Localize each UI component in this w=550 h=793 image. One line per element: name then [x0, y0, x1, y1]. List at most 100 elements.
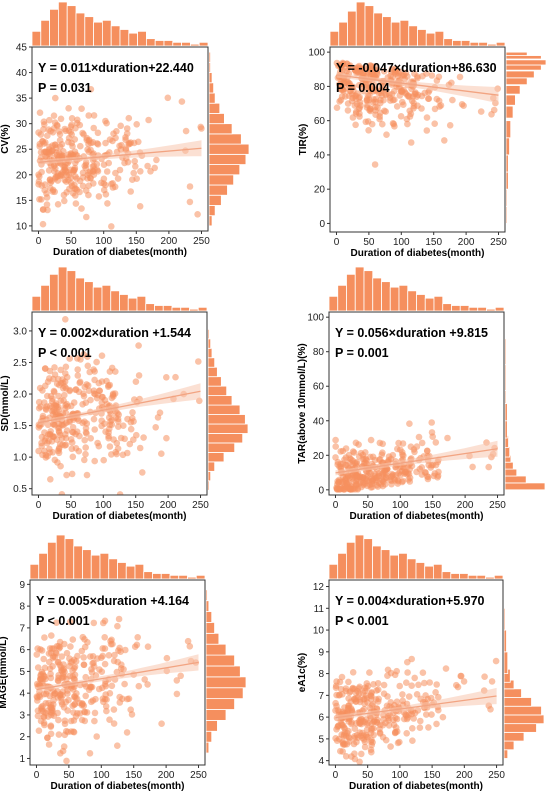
- x-hist-bar: [189, 308, 199, 312]
- x-tick-label: 250: [490, 237, 507, 248]
- y-tick-label: 35: [16, 94, 28, 105]
- scatter-layer: [33, 615, 200, 765]
- y-hist-bar: [504, 338, 507, 366]
- scatter-point: [70, 167, 77, 174]
- y-axis-label: SD(mmol/L): [0, 375, 11, 431]
- plot-frame: [31, 311, 208, 496]
- scatter-point: [145, 116, 152, 124]
- scatter-point: [39, 387, 46, 394]
- scatter-point: [368, 120, 376, 128]
- scatter-point: [354, 473, 361, 480]
- x-hist-bar: [75, 12, 86, 47]
- regression-line: [336, 74, 499, 96]
- scatter-point: [425, 95, 432, 102]
- scatter-point: [386, 91, 393, 98]
- scatter-point: [119, 695, 126, 703]
- y-hist-bar: [207, 461, 216, 472]
- scatter-point: [123, 125, 131, 132]
- x-tick-label: 50: [65, 500, 77, 511]
- scatter-point: [68, 121, 75, 129]
- y-hist-bar: [207, 442, 236, 453]
- y-tick-label: 15: [16, 196, 28, 207]
- scatter-point: [488, 678, 496, 685]
- scatter-point: [413, 691, 421, 698]
- scatter-point: [442, 665, 450, 672]
- x-hist-bar: [452, 40, 462, 47]
- scatter-point: [373, 474, 381, 481]
- scatter-point: [337, 448, 345, 455]
- scatter-point: [416, 724, 424, 731]
- x-hist-bar: [450, 573, 460, 580]
- scatter-point: [139, 469, 146, 476]
- scatter-point: [428, 72, 436, 79]
- plot-frame: [328, 311, 505, 496]
- y-hist-bar: [205, 643, 227, 656]
- scatter-point: [403, 715, 411, 723]
- scatter-point: [432, 689, 439, 696]
- scatter-point: [38, 647, 46, 654]
- x-hist-bar: [198, 41, 209, 47]
- scatter-point: [81, 436, 88, 444]
- x-hist-bar: [38, 552, 48, 580]
- scatter-point: [108, 180, 115, 188]
- scatter-point: [429, 433, 437, 441]
- scatter-point: [90, 180, 97, 187]
- scatter-point: [358, 750, 365, 758]
- scatter-point: [90, 112, 98, 119]
- scatter-point: [53, 411, 60, 419]
- scatter-point: [361, 64, 368, 72]
- scatter-point: [78, 105, 85, 112]
- scatter-point: [94, 655, 101, 662]
- scatter-point: [37, 403, 44, 411]
- scatter-point: [91, 376, 98, 384]
- scatter-point: [344, 107, 352, 114]
- scatter-point: [387, 743, 394, 750]
- x-tick-label: 100: [393, 237, 410, 248]
- scatter-point: [90, 124, 97, 132]
- scatter-point: [72, 173, 79, 180]
- scatter-point: [339, 748, 347, 755]
- scatter-point: [361, 743, 369, 751]
- y-hist-bar: [207, 338, 212, 349]
- scatter-point: [34, 664, 42, 671]
- scatter-point: [47, 704, 55, 711]
- scatter-point: [45, 167, 53, 174]
- scatter-point: [61, 717, 69, 724]
- scatter-point: [99, 652, 106, 660]
- scatter-point: [58, 653, 66, 660]
- scatter-point: [47, 392, 55, 400]
- scatter-point: [345, 695, 352, 702]
- scatter-point: [87, 86, 95, 93]
- scatter-point: [428, 711, 435, 718]
- scatter-point: [113, 450, 120, 458]
- y-hist-bar: [207, 347, 213, 359]
- y-hist-bar: [504, 475, 527, 484]
- scatter-point: [90, 387, 98, 395]
- x-hist-bar: [346, 273, 356, 312]
- y-hist-bar: [208, 123, 233, 135]
- plot-frame: [328, 579, 504, 766]
- scatter-point: [423, 114, 431, 121]
- y-hist-bar: [208, 51, 211, 63]
- scatter-point: [413, 468, 420, 476]
- y-hist-bar: [205, 654, 235, 667]
- y-tick-label: 8: [19, 602, 25, 613]
- x-hist-bar: [407, 290, 417, 312]
- scatter-point: [69, 453, 77, 461]
- scatter-point: [47, 723, 55, 730]
- scatter-point: [129, 176, 136, 183]
- scatter-point: [72, 713, 80, 720]
- x-hist-bar: [432, 563, 443, 580]
- scatter-point: [84, 362, 92, 370]
- x-hist-bar: [355, 1, 366, 47]
- scatter-point: [63, 757, 70, 765]
- x-hist-bar: [399, 19, 410, 47]
- scatter-point: [85, 387, 93, 395]
- scatter-point: [389, 120, 397, 127]
- scatter-point: [404, 658, 411, 666]
- chart-panel-5: 0 50 100 150 200 250 1 2 3 4 5 6 7 8 9 Duration of diab…: [0, 534, 247, 792]
- scatter-point: [40, 148, 48, 156]
- scatter-point: [80, 654, 87, 661]
- scatter-point: [391, 96, 398, 103]
- y-tick-label: 3.0: [13, 326, 27, 337]
